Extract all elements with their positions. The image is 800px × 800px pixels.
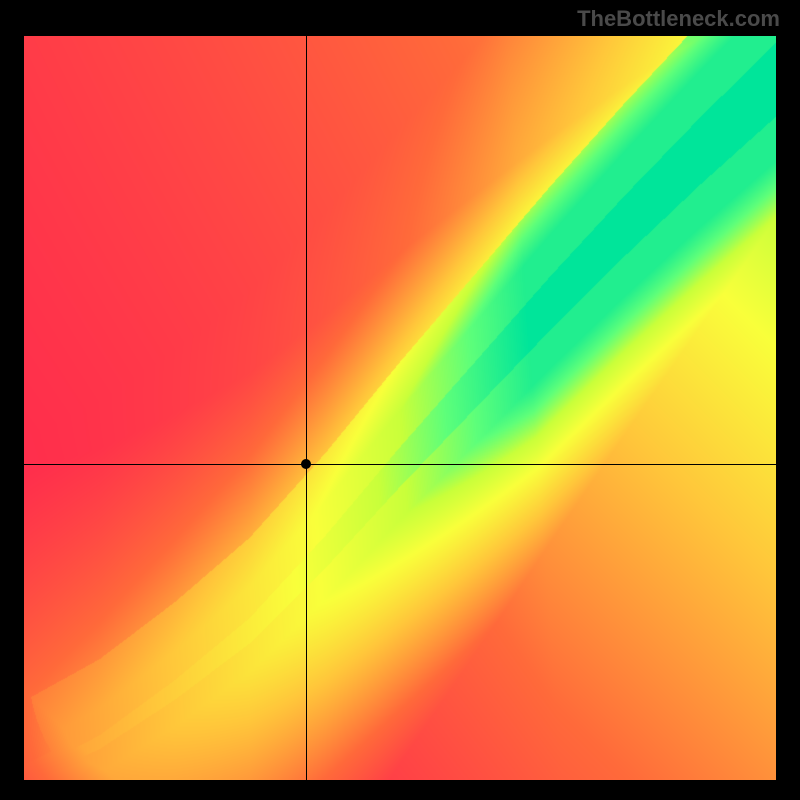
- crosshair-vertical: [306, 36, 307, 780]
- crosshair-marker-dot: [301, 459, 311, 469]
- heatmap-canvas: [24, 36, 776, 780]
- heatmap-plot: [24, 36, 776, 780]
- crosshair-horizontal: [24, 464, 776, 465]
- watermark-text: TheBottleneck.com: [577, 6, 780, 32]
